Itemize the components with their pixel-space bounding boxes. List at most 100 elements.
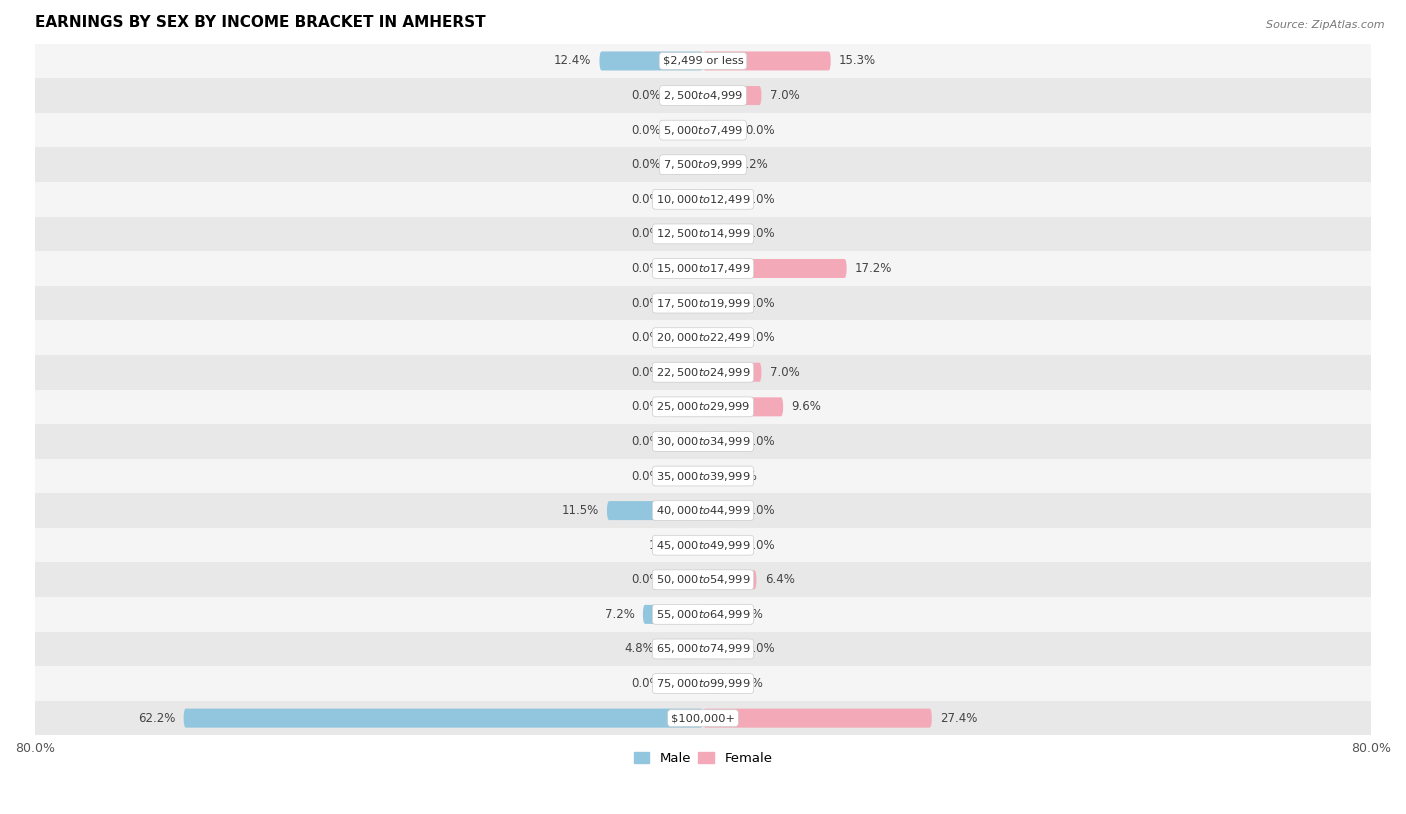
FancyBboxPatch shape [35,217,1371,252]
FancyBboxPatch shape [35,113,1371,147]
Text: 0.0%: 0.0% [631,400,661,414]
Text: 0.0%: 0.0% [745,331,775,344]
Text: 1.9%: 1.9% [650,539,679,552]
FancyBboxPatch shape [703,571,756,589]
FancyBboxPatch shape [703,605,724,624]
FancyBboxPatch shape [35,528,1371,562]
Text: $45,000 to $49,999: $45,000 to $49,999 [655,539,751,552]
Text: 0.0%: 0.0% [631,262,661,275]
FancyBboxPatch shape [703,501,737,520]
Text: 0.0%: 0.0% [745,124,775,137]
FancyBboxPatch shape [703,86,762,105]
Text: 0.0%: 0.0% [631,435,661,448]
Text: 4.8%: 4.8% [624,642,655,655]
Text: 0.0%: 0.0% [745,504,775,517]
Text: 7.2%: 7.2% [605,608,634,621]
Text: 7.0%: 7.0% [770,89,800,102]
Text: 0.0%: 0.0% [745,642,775,655]
FancyBboxPatch shape [669,466,703,485]
Text: $30,000 to $34,999: $30,000 to $34,999 [655,435,751,448]
Text: 0.0%: 0.0% [631,227,661,240]
FancyBboxPatch shape [669,155,703,174]
FancyBboxPatch shape [669,328,703,348]
Text: 2.6%: 2.6% [733,608,763,621]
Text: 11.5%: 11.5% [561,504,599,517]
FancyBboxPatch shape [35,597,1371,632]
FancyBboxPatch shape [703,640,737,659]
FancyBboxPatch shape [35,147,1371,182]
Text: 0.0%: 0.0% [631,89,661,102]
Text: 62.2%: 62.2% [138,711,176,724]
Text: 0.0%: 0.0% [631,296,661,309]
FancyBboxPatch shape [35,493,1371,528]
Text: 0.0%: 0.0% [631,573,661,586]
FancyBboxPatch shape [35,424,1371,459]
FancyBboxPatch shape [688,536,703,554]
Text: EARNINGS BY SEX BY INCOME BRACKET IN AMHERST: EARNINGS BY SEX BY INCOME BRACKET IN AMH… [35,15,485,30]
FancyBboxPatch shape [35,459,1371,493]
Text: 7.0%: 7.0% [770,365,800,379]
Text: 0.0%: 0.0% [631,470,661,483]
Text: 3.2%: 3.2% [738,158,768,171]
Text: $55,000 to $64,999: $55,000 to $64,999 [655,608,751,621]
Text: 2.6%: 2.6% [733,677,763,690]
Text: 0.0%: 0.0% [631,124,661,137]
FancyBboxPatch shape [35,321,1371,355]
Text: $35,000 to $39,999: $35,000 to $39,999 [655,470,751,483]
Text: $75,000 to $99,999: $75,000 to $99,999 [655,677,751,690]
FancyBboxPatch shape [669,120,703,140]
Text: $65,000 to $74,999: $65,000 to $74,999 [655,642,751,655]
Text: 15.3%: 15.3% [839,55,876,68]
FancyBboxPatch shape [703,674,724,693]
FancyBboxPatch shape [703,466,718,485]
FancyBboxPatch shape [703,294,737,313]
Text: $40,000 to $44,999: $40,000 to $44,999 [655,504,751,517]
FancyBboxPatch shape [35,182,1371,217]
FancyBboxPatch shape [35,355,1371,390]
FancyBboxPatch shape [703,328,737,348]
FancyBboxPatch shape [669,363,703,382]
Text: 27.4%: 27.4% [941,711,977,724]
FancyBboxPatch shape [35,632,1371,666]
FancyBboxPatch shape [35,666,1371,701]
FancyBboxPatch shape [643,605,703,624]
FancyBboxPatch shape [703,155,730,174]
Text: 0.0%: 0.0% [631,677,661,690]
FancyBboxPatch shape [703,259,846,278]
Text: 0.0%: 0.0% [745,539,775,552]
Text: 0.0%: 0.0% [745,193,775,206]
FancyBboxPatch shape [703,225,737,243]
Text: $15,000 to $17,499: $15,000 to $17,499 [655,262,751,275]
FancyBboxPatch shape [703,190,737,209]
Text: 0.0%: 0.0% [745,435,775,448]
Text: $7,500 to $9,999: $7,500 to $9,999 [664,158,742,171]
FancyBboxPatch shape [703,120,737,140]
FancyBboxPatch shape [662,640,703,659]
Text: 0.0%: 0.0% [631,365,661,379]
Text: $100,000+: $100,000+ [671,713,735,723]
FancyBboxPatch shape [669,294,703,313]
FancyBboxPatch shape [703,536,737,554]
Text: 0.0%: 0.0% [631,193,661,206]
Text: 0.0%: 0.0% [631,158,661,171]
FancyBboxPatch shape [703,51,831,71]
Text: $2,500 to $4,999: $2,500 to $4,999 [664,89,742,102]
Text: 0.0%: 0.0% [745,296,775,309]
Text: $12,500 to $14,999: $12,500 to $14,999 [655,227,751,240]
Text: $20,000 to $22,499: $20,000 to $22,499 [655,331,751,344]
Text: $10,000 to $12,499: $10,000 to $12,499 [655,193,751,206]
FancyBboxPatch shape [703,363,762,382]
FancyBboxPatch shape [669,432,703,451]
FancyBboxPatch shape [703,432,737,451]
FancyBboxPatch shape [669,190,703,209]
FancyBboxPatch shape [607,501,703,520]
Text: $2,499 or less: $2,499 or less [662,56,744,66]
FancyBboxPatch shape [669,225,703,243]
FancyBboxPatch shape [703,397,783,416]
FancyBboxPatch shape [669,674,703,693]
FancyBboxPatch shape [35,701,1371,735]
Text: $50,000 to $54,999: $50,000 to $54,999 [655,573,751,586]
FancyBboxPatch shape [35,390,1371,424]
FancyBboxPatch shape [703,709,932,728]
Text: 1.9%: 1.9% [727,470,756,483]
